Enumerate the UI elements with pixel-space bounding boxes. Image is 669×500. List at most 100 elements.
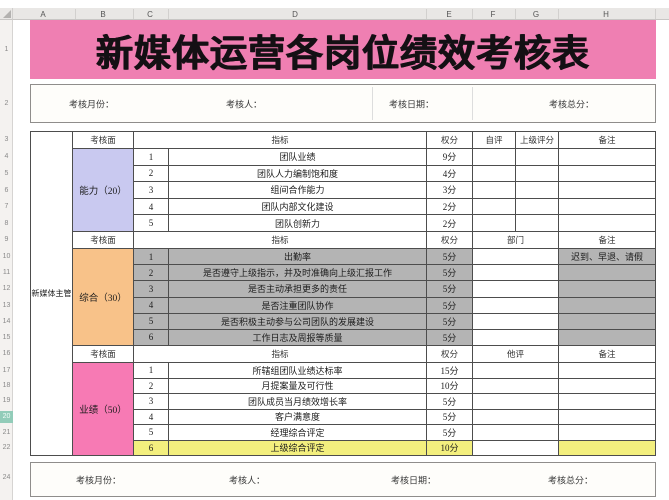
row-number-cell[interactable]: 1 bbox=[134, 249, 169, 266]
weight-cell[interactable]: 2分 bbox=[427, 215, 473, 232]
row-number-cell[interactable]: 5 bbox=[134, 313, 169, 330]
header-dimension-cell[interactable]: 考核面 bbox=[73, 346, 134, 363]
row-number-selected[interactable]: 20 bbox=[0, 411, 13, 423]
weight-cell[interactable]: 15分 bbox=[427, 363, 473, 379]
remark-cell[interactable]: 迟到、早退、请假 bbox=[559, 249, 656, 266]
row-number[interactable]: 11 bbox=[2, 269, 11, 276]
remark-cell[interactable] bbox=[559, 394, 656, 410]
remark-cell[interactable] bbox=[559, 281, 656, 298]
header-other-eval-cell[interactable]: 他评 bbox=[473, 346, 559, 363]
weight-cell[interactable]: 5分 bbox=[427, 329, 473, 347]
other-eval-cell[interactable] bbox=[473, 378, 559, 394]
other-eval-cell[interactable] bbox=[473, 425, 559, 441]
indicator-cell[interactable]: 团队内部文化建设 bbox=[169, 198, 427, 216]
row-number[interactable]: 17 bbox=[2, 367, 11, 374]
column-header-a[interactable]: A bbox=[40, 10, 46, 19]
department-cell[interactable] bbox=[473, 265, 559, 282]
header-remark-cell[interactable]: 备注 bbox=[559, 346, 656, 363]
superior-eval-cell[interactable] bbox=[516, 149, 559, 166]
row-number-cell[interactable]: 2 bbox=[134, 165, 169, 183]
section-performance-cell[interactable]: 业绩（50） bbox=[73, 363, 134, 456]
header-dimension-cell[interactable]: 考核面 bbox=[73, 132, 134, 149]
role-cell[interactable]: 新媒体主管 bbox=[31, 132, 73, 456]
weight-cell[interactable]: 10分 bbox=[427, 440, 473, 456]
select-all-corner[interactable] bbox=[0, 8, 13, 20]
row-number-cell[interactable]: 2 bbox=[134, 378, 169, 394]
row-number[interactable]: 7 bbox=[4, 203, 9, 210]
row-number[interactable]: 4 bbox=[4, 153, 9, 160]
header-department-cell[interactable]: 部门 bbox=[473, 232, 559, 249]
weight-cell[interactable]: 5分 bbox=[427, 265, 473, 282]
header-remark-cell[interactable]: 备注 bbox=[559, 232, 656, 249]
column-header-e[interactable]: E bbox=[446, 10, 452, 19]
weight-cell[interactable]: 5分 bbox=[427, 313, 473, 330]
column-header-f[interactable]: F bbox=[490, 10, 496, 19]
indicator-cell[interactable]: 客户满意度 bbox=[169, 409, 427, 425]
row-number[interactable]: 9 bbox=[4, 236, 9, 243]
section-comprehensive-cell[interactable]: 综合（30） bbox=[73, 249, 134, 346]
info-row-top[interactable]: 考核月份： 考核人： 考核日期： 考核总分： bbox=[30, 84, 656, 123]
row-number[interactable]: 16 bbox=[2, 350, 11, 357]
column-header-g[interactable]: G bbox=[532, 10, 540, 19]
row-number-cell[interactable]: 6 bbox=[134, 440, 169, 456]
section-ability-cell[interactable]: 能力（20） bbox=[73, 149, 134, 232]
header-weight-cell[interactable]: 权分 bbox=[427, 132, 473, 149]
header-weight-cell[interactable]: 权分 bbox=[427, 232, 473, 249]
weight-cell[interactable]: 5分 bbox=[427, 409, 473, 425]
row-number[interactable]: 1 bbox=[4, 46, 9, 53]
weight-cell[interactable]: 5分 bbox=[427, 281, 473, 298]
row-number-cell[interactable]: 4 bbox=[134, 297, 169, 314]
indicator-cell[interactable]: 是否主动承担更多的责任 bbox=[169, 281, 427, 298]
indicator-cell[interactable]: 组间合作能力 bbox=[169, 182, 427, 199]
remark-cell[interactable] bbox=[559, 182, 656, 199]
weight-cell[interactable]: 2分 bbox=[427, 198, 473, 216]
weight-cell[interactable]: 5分 bbox=[427, 425, 473, 441]
row-number-cell[interactable]: 6 bbox=[134, 329, 169, 347]
row-number-cell[interactable]: 3 bbox=[134, 182, 169, 199]
column-header-b[interactable]: B bbox=[100, 10, 106, 19]
self-eval-cell[interactable] bbox=[473, 182, 516, 199]
row-number[interactable]: 19 bbox=[2, 397, 11, 404]
row-number[interactable]: 12 bbox=[2, 285, 11, 292]
indicator-cell[interactable]: 月提案量及可行性 bbox=[169, 378, 427, 394]
department-cell[interactable] bbox=[473, 329, 559, 347]
row-number[interactable]: 3 bbox=[4, 136, 9, 143]
row-number-cell[interactable]: 5 bbox=[134, 425, 169, 441]
indicator-cell[interactable]: 出勤率 bbox=[169, 249, 427, 266]
remark-cell[interactable] bbox=[559, 165, 656, 183]
indicator-cell[interactable]: 团队业绩 bbox=[169, 149, 427, 166]
self-eval-cell[interactable] bbox=[473, 165, 516, 183]
row-number[interactable]: 6 bbox=[4, 187, 9, 194]
superior-eval-cell[interactable] bbox=[516, 165, 559, 183]
self-eval-cell[interactable] bbox=[473, 215, 516, 232]
weight-cell[interactable]: 5分 bbox=[427, 297, 473, 314]
remark-cell[interactable] bbox=[559, 363, 656, 379]
other-eval-cell[interactable] bbox=[473, 440, 559, 456]
remark-cell[interactable] bbox=[559, 265, 656, 282]
row-number[interactable]: 13 bbox=[2, 302, 11, 309]
other-eval-cell[interactable] bbox=[473, 363, 559, 379]
superior-eval-cell[interactable] bbox=[516, 215, 559, 232]
row-number[interactable]: 24 bbox=[2, 474, 11, 481]
superior-eval-cell[interactable] bbox=[516, 198, 559, 216]
remark-cell[interactable] bbox=[559, 409, 656, 425]
self-eval-cell[interactable] bbox=[473, 149, 516, 166]
row-number[interactable]: 18 bbox=[2, 382, 11, 389]
department-cell[interactable] bbox=[473, 249, 559, 266]
header-self-eval-cell[interactable]: 自评 bbox=[473, 132, 516, 149]
remark-cell[interactable] bbox=[559, 215, 656, 232]
header-remark-cell[interactable]: 备注 bbox=[559, 132, 656, 149]
other-eval-cell[interactable] bbox=[473, 409, 559, 425]
weight-cell[interactable]: 10分 bbox=[427, 378, 473, 394]
department-cell[interactable] bbox=[473, 297, 559, 314]
weight-cell[interactable]: 3分 bbox=[427, 182, 473, 199]
weight-cell[interactable]: 5分 bbox=[427, 394, 473, 410]
row-number-cell[interactable]: 1 bbox=[134, 363, 169, 379]
row-number-cell[interactable]: 3 bbox=[134, 394, 169, 410]
indicator-cell[interactable]: 团队人力编制饱和度 bbox=[169, 165, 427, 183]
weight-cell[interactable]: 4分 bbox=[427, 165, 473, 183]
row-number[interactable]: 15 bbox=[2, 334, 11, 341]
indicator-cell[interactable]: 团队成员当月绩效增长率 bbox=[169, 394, 427, 410]
remark-cell[interactable] bbox=[559, 440, 656, 456]
remark-cell[interactable] bbox=[559, 425, 656, 441]
